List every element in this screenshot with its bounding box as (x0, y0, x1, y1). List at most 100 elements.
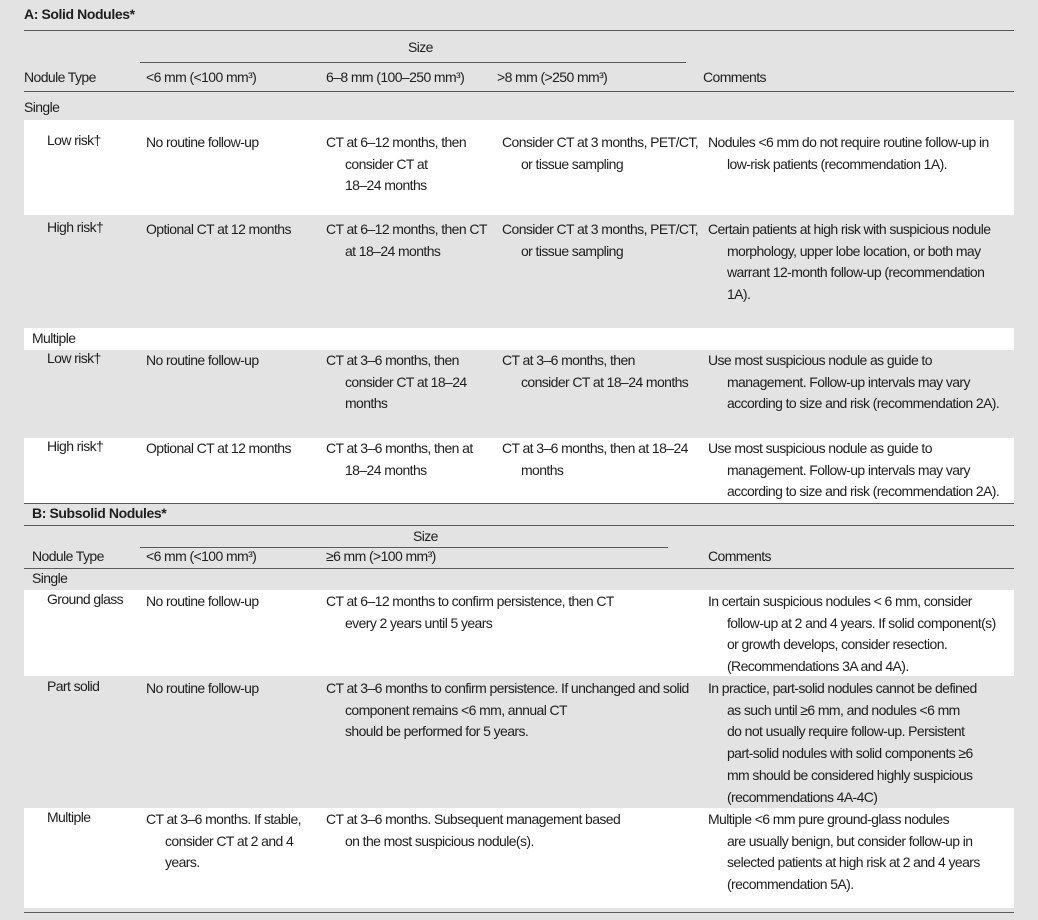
column-header: <6 mm (<100 mm³) (146, 69, 257, 85)
cell-line: consider CT at 18–24 (345, 373, 467, 390)
column-header: Nodule Type (24, 69, 96, 85)
cell-line: CT at 6–12 months, then (326, 134, 467, 150)
cell-line: on the most suspicious nodule(s). (345, 832, 534, 849)
cell-line: mm should be considered highly suspiciou… (727, 766, 973, 783)
cell-line: management. Follow-up intervals may vary (727, 373, 970, 390)
table-cell: CT at 6–12 months, then CT at 18–24 month… (326, 219, 487, 262)
cell-line: low-risk patients (recommendation 1A). (727, 155, 948, 172)
size-header: Size (413, 528, 438, 544)
cell-line: management. Follow-up intervals may vary (727, 461, 970, 478)
cell-line: CT at 3–6 months, then at (326, 440, 473, 456)
table-cell: CT at 3–6 months. Subsequent management … (326, 809, 621, 852)
table-cell: No routine follow-up (146, 591, 259, 613)
column-header: ≥6 mm (>100 mm³) (326, 548, 436, 564)
cell-line: CT at 3–6 months. Subsequent management … (326, 811, 621, 827)
table-cell: CT at 3–6 months, then consider CT at 18–… (326, 350, 467, 415)
table-cell: Multiple <6 mm pure ground-glass nodules… (708, 809, 980, 896)
cell-line: months (345, 395, 388, 412)
column-header: Comments (708, 548, 771, 564)
cell-line: (recommendation 5A). (727, 876, 854, 893)
cell-line: No routine follow-up (146, 680, 259, 696)
cell-line: 18–24 months (345, 461, 427, 478)
table-cell: Consider CT at 3 months, PET/CT, or tissu… (502, 219, 699, 262)
table-cell: Nodules <6 mm do not require routine fol… (708, 132, 989, 175)
cell-line: warrant 12-month follow-up (recommendati… (727, 264, 985, 281)
table-cell: CT at 6–12 months to confirm persistence… (326, 591, 614, 634)
cell-line: CT at 3–6 months, then at 18–24 (502, 440, 688, 456)
cell-line: Multiple <6 mm pure ground-glass nodules (708, 811, 950, 827)
cell-line: In practice, part-solid nodules cannot b… (708, 680, 977, 696)
cell-line: or growth develops, consider resection. (727, 636, 948, 653)
cell-line: CT at 6–12 months, then CT (326, 221, 487, 237)
nodule-type: High risk† (47, 438, 104, 454)
cell-line: 1A). (727, 286, 751, 303)
table-cell: In certain suspicious nodules < 6 mm, co… (708, 591, 996, 678)
table-cell: CT at 3–6 months to confirm persistence.… (326, 678, 689, 743)
cell-line: (Recommendations 3A and 4A). (727, 658, 909, 675)
nodule-type: Low risk† (47, 132, 101, 148)
column-header: Nodule Type (32, 548, 104, 564)
cell-line: Use most suspicious nodule as guide to (708, 440, 933, 456)
divider (24, 91, 1014, 92)
table-cell: CT at 6–12 months, then consider CT at 18–… (326, 132, 467, 197)
cell-line: are usually benign, but consider follow-… (727, 832, 973, 849)
size-header: Size (408, 39, 433, 55)
cell-line: Certain patients at high risk with suspi… (708, 221, 991, 237)
column-header: Comments (703, 69, 766, 85)
cell-line: every 2 years until 5 years (345, 614, 493, 631)
cell-line: Optional CT at 12 months (146, 440, 291, 456)
cell-line: In certain suspicious nodules < 6 mm, co… (708, 593, 972, 609)
table-cell: No routine follow-up (146, 350, 259, 372)
cell-line: Consider CT at 3 months, PET/CT, (502, 134, 699, 150)
cell-line: or tissue sampling (521, 155, 624, 172)
cell-line: according to size and risk (recommendati… (727, 395, 1000, 412)
cell-line: Nodules <6 mm do not require routine fol… (708, 134, 989, 150)
table-cell: CT at 3–6 months, then at 18–24 months (502, 438, 688, 481)
table-cell: No routine follow-up (146, 678, 259, 700)
row-highlight (24, 590, 1014, 676)
table-cell: CT at 3–6 months, then at 18–24 months (326, 438, 473, 481)
divider (24, 568, 1014, 569)
cell-line: CT at 3–6 months, then (502, 352, 635, 368)
nodule-type: Ground glass (47, 591, 124, 607)
cell-line: according to size and risk (recommendati… (727, 483, 1000, 500)
cell-line: No routine follow-up (146, 134, 259, 150)
nodule-type: High risk† (47, 219, 104, 235)
table-cell: Optional CT at 12 months (146, 438, 291, 460)
table-cell: No routine follow-up (146, 132, 259, 154)
divider (140, 62, 686, 63)
divider (24, 30, 1014, 31)
row-highlight (24, 438, 1014, 503)
cell-line: No routine follow-up (146, 593, 259, 609)
cell-line: component remains <6 mm, annual CT (345, 701, 568, 718)
group-label: Single (24, 99, 60, 115)
column-header: >8 mm (>250 mm³) (497, 69, 608, 85)
divider (140, 547, 668, 548)
cell-line: 18–24 months (345, 177, 427, 194)
section-title: A: Solid Nodules* (24, 6, 135, 22)
cell-line: CT at 6–12 months to confirm persistence… (326, 593, 614, 609)
row-highlight (24, 328, 1014, 350)
nodule-type: Part solid (47, 678, 100, 694)
divider (24, 525, 1014, 526)
table-cell: In practice, part-solid nodules cannot b… (708, 678, 977, 808)
cell-line: years. (165, 854, 200, 871)
cell-line: No routine follow-up (146, 352, 259, 368)
table-cell: Use most suspicious nodule as guide to ma… (708, 438, 1000, 503)
section-title: B: Subsolid Nodules* (32, 505, 167, 521)
cell-line: CT at 3–6 months. If stable, (146, 811, 302, 827)
cell-line: selected patients at high risk at 2 and … (727, 854, 980, 871)
cell-line: (recommendations 4A-4C) (727, 788, 878, 805)
divider (24, 503, 1014, 504)
cell-line: at 18–24 months (345, 242, 441, 259)
cell-line: or tissue sampling (521, 242, 624, 259)
cell-line: Optional CT at 12 months (146, 221, 291, 237)
cell-line: do not usually require follow-up. Persis… (727, 723, 965, 740)
cell-line: should be performed for 5 years. (345, 723, 529, 740)
cell-line: consider CT at 2 and 4 (165, 832, 294, 849)
column-header: <6 mm (<100 mm³) (146, 548, 257, 564)
cell-line: Consider CT at 3 months, PET/CT, (502, 221, 699, 237)
cell-line: Use most suspicious nodule as guide to (708, 352, 933, 368)
nodule-type: Low risk† (47, 350, 101, 366)
table-cell: Certain patients at high risk with suspi… (708, 219, 991, 306)
